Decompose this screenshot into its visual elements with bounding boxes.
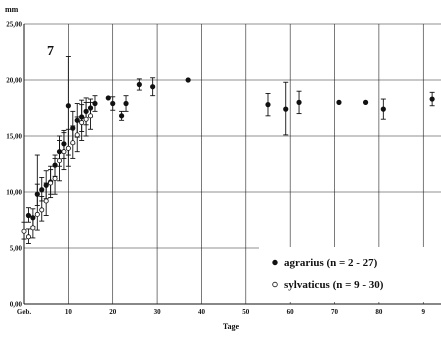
agrarius-point xyxy=(265,102,271,108)
sylvaticus-point xyxy=(21,228,27,234)
agrarius-point xyxy=(65,103,71,109)
x-tick-label: 60 xyxy=(287,308,295,316)
sylvaticus-point xyxy=(88,113,94,119)
sylvaticus-point xyxy=(56,158,62,164)
sylvaticus-point xyxy=(30,225,36,231)
sylvaticus-error-bar xyxy=(34,154,40,231)
legend: agrarius (n = 2 - 27) sylvaticus (n = 9 -… xyxy=(272,257,384,291)
x-tick-label: 70 xyxy=(331,308,339,316)
y-tick-label: 10,00 xyxy=(6,189,22,197)
sylvaticus-point xyxy=(52,176,58,182)
sylvaticus-point xyxy=(83,116,89,122)
x-tick-label: 30 xyxy=(154,308,162,316)
y-tick-label: 20,00 xyxy=(6,77,22,85)
agrarius-point xyxy=(150,84,156,90)
x-tick-label: 50 xyxy=(242,308,250,316)
legend-label-sylvaticus: sylvaticus (n = 9 - 30) xyxy=(284,279,384,291)
sylvaticus-point xyxy=(43,198,49,204)
x-tick-label: 20 xyxy=(109,308,117,316)
agrarius-point xyxy=(380,106,386,112)
x-tick-label: 9 xyxy=(422,308,426,316)
series-group xyxy=(21,56,435,244)
y-tick-label: 5,00 xyxy=(10,245,23,253)
agrarius-point xyxy=(105,95,111,101)
x-tick-label: 80 xyxy=(375,308,383,316)
agrarius-point xyxy=(283,106,289,112)
agrarius-point xyxy=(429,96,435,102)
sylvaticus-point xyxy=(25,234,31,240)
legend-label-agrarius: agrarius (n = 2 - 27) xyxy=(284,257,378,269)
agrarius-point xyxy=(123,100,129,107)
legend-box xyxy=(259,247,441,302)
agrarius-point xyxy=(25,212,32,219)
agrarius-point xyxy=(185,77,191,83)
sylvaticus-point xyxy=(61,149,67,155)
x-ticks: Geb. 10 20 30 40 50 60 70 80 9 xyxy=(17,308,426,316)
agrarius-point xyxy=(296,99,302,106)
agrarius-point xyxy=(92,100,98,107)
sylvaticus-point xyxy=(39,207,45,213)
legend-marker-sylvaticus xyxy=(272,281,278,288)
sylvaticus-point xyxy=(65,145,71,151)
agrarius-point xyxy=(362,99,369,106)
x-tick-label: 10 xyxy=(65,308,73,316)
series-sylvaticus xyxy=(21,101,94,244)
sylvaticus-point xyxy=(48,180,54,186)
y-axis-label: mm xyxy=(5,5,19,14)
panel-label: 7 xyxy=(47,44,54,59)
y-ticks: 0,00 5,00 10,00 15,00 20,00 25,00 xyxy=(6,21,22,309)
agrarius-point xyxy=(136,81,142,88)
agrarius-point xyxy=(336,99,342,106)
x-axis-label: Tage xyxy=(223,322,240,331)
sylvaticus-point xyxy=(79,120,85,126)
sylvaticus-point xyxy=(74,132,80,138)
sylvaticus-point xyxy=(34,211,40,217)
agrarius-point xyxy=(118,113,125,119)
x-tick-label: Geb. xyxy=(17,308,31,316)
y-tick-label: 25,00 xyxy=(6,21,22,29)
sylvaticus-point xyxy=(70,140,76,146)
agrarius-point xyxy=(110,100,116,107)
x-tick-label: 40 xyxy=(198,308,206,316)
y-tick-label: 0,00 xyxy=(10,301,23,309)
legend-marker-agrarius xyxy=(272,259,278,266)
y-tick-label: 15,00 xyxy=(6,133,22,141)
series-agrarius xyxy=(25,56,435,228)
agrarius-point xyxy=(39,187,45,193)
